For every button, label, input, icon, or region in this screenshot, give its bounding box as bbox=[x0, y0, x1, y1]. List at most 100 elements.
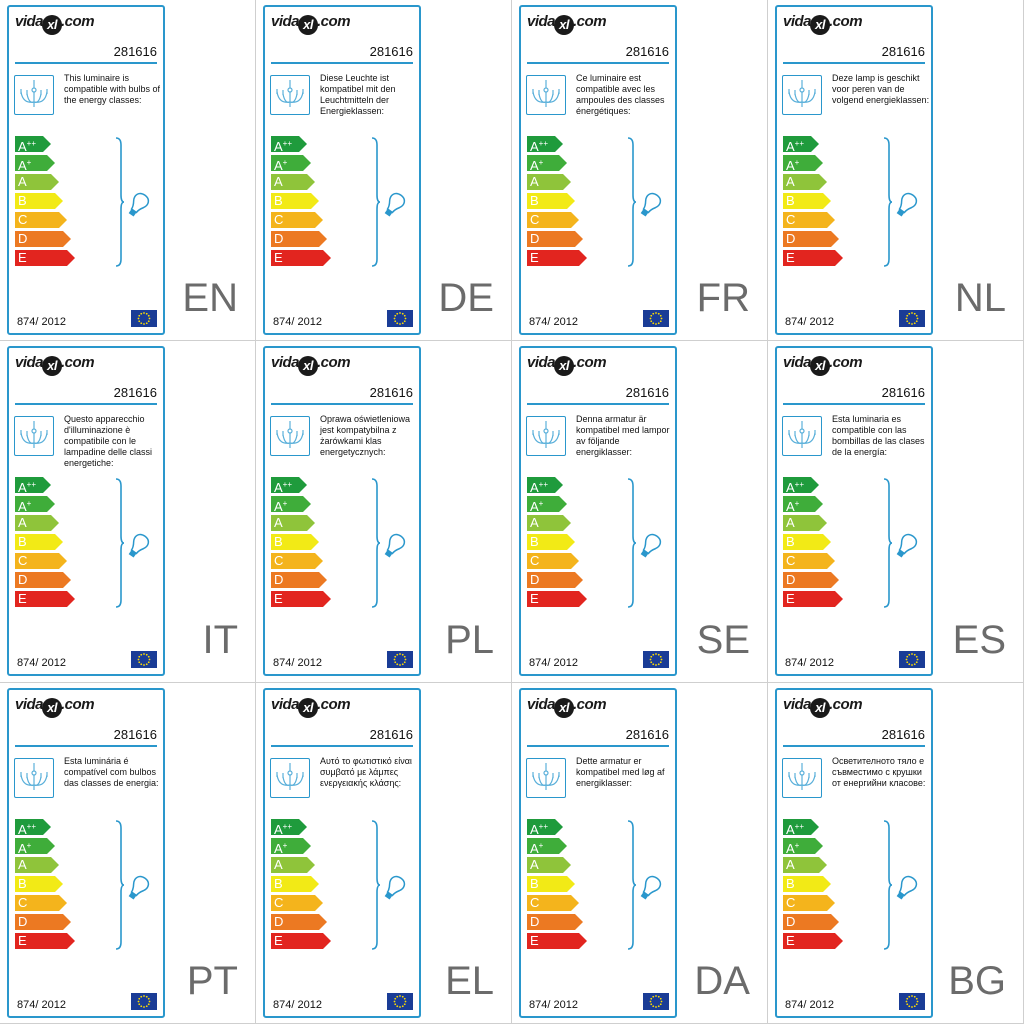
class-range-bracket bbox=[883, 478, 893, 608]
eu-flag-icon bbox=[899, 651, 925, 668]
energy-class-letter: E bbox=[274, 250, 283, 265]
chandelier-icon bbox=[14, 416, 54, 456]
energy-class-letter: A++ bbox=[274, 480, 293, 495]
label-cell-it: vida xl .com 281616 bbox=[0, 341, 256, 683]
energy-class-letter: E bbox=[530, 933, 539, 948]
energy-class-letter: D bbox=[274, 572, 284, 587]
eu-flag-icon bbox=[131, 993, 157, 1010]
language-code: PL bbox=[445, 618, 494, 662]
regulation-number: 874/ 2012 bbox=[273, 657, 322, 669]
vidaxl-logo: vida xl .com bbox=[783, 354, 863, 376]
regulation-number: 874/ 2012 bbox=[273, 316, 322, 328]
chandelier-icon bbox=[782, 416, 822, 456]
regulation-number: 874/ 2012 bbox=[529, 999, 578, 1011]
energy-class-letter: B bbox=[274, 193, 283, 208]
energy-class-letter: C bbox=[18, 212, 28, 227]
energy-class-letter: D bbox=[530, 572, 540, 587]
energy-class-letter: E bbox=[786, 933, 795, 948]
label-cell-pt: vida xl .com 281616 bbox=[0, 683, 256, 1024]
energy-class-letter: E bbox=[18, 591, 27, 606]
label-cell-en: vida xl .com 281616 bbox=[0, 0, 256, 341]
eu-flag-icon bbox=[643, 651, 669, 668]
product-code: 281616 bbox=[881, 727, 925, 742]
energy-class-letter: A+ bbox=[530, 841, 544, 856]
energy-class-letter: A++ bbox=[786, 139, 805, 154]
energy-label-card: vida xl .com 281616 bbox=[775, 346, 933, 676]
energy-class-letter: C bbox=[530, 553, 540, 568]
product-code: 281616 bbox=[881, 44, 925, 59]
energy-class-letter: B bbox=[18, 193, 27, 208]
eu-flag-icon bbox=[387, 310, 413, 327]
energy-label-card: vida xl .com 281616 bbox=[519, 346, 677, 676]
header-divider bbox=[15, 745, 157, 747]
energy-class-letter: D bbox=[274, 914, 284, 929]
bulb-icon bbox=[896, 192, 918, 217]
chandelier-icon bbox=[526, 75, 566, 115]
vidaxl-logo: vida xl .com bbox=[527, 696, 607, 718]
energy-class-letter: A+ bbox=[18, 841, 32, 856]
class-range-bracket bbox=[115, 137, 125, 267]
language-code: SE bbox=[696, 618, 750, 662]
energy-class-letter: D bbox=[530, 231, 540, 246]
class-range-bracket bbox=[627, 137, 637, 267]
vidaxl-logo: vida xl .com bbox=[527, 13, 607, 35]
energy-class-letter: E bbox=[530, 250, 539, 265]
chandelier-icon bbox=[526, 758, 566, 798]
energy-class-letter: A+ bbox=[786, 499, 800, 514]
energy-class-letter: A bbox=[274, 174, 283, 189]
energy-class-letter: A+ bbox=[18, 499, 32, 514]
energy-label-card: vida xl .com 281616 bbox=[7, 346, 165, 676]
vidaxl-logo: vida xl .com bbox=[783, 696, 863, 718]
language-code: DE bbox=[438, 276, 494, 320]
energy-label-card: vida xl .com 281616 bbox=[775, 5, 933, 335]
vidaxl-logo: vida xl .com bbox=[271, 354, 351, 376]
compatibility-text: Questo apparecchio d'illuminazione è com… bbox=[64, 414, 153, 468]
energy-class-letter: B bbox=[786, 534, 795, 549]
energy-class-letter: E bbox=[274, 933, 283, 948]
energy-class-letter: A++ bbox=[274, 139, 293, 154]
compatibility-text: Dette armatur er kompatibel med løg af e… bbox=[576, 756, 665, 788]
energy-class-letter: E bbox=[18, 933, 27, 948]
energy-class-letter: A++ bbox=[18, 480, 37, 495]
class-range-bracket bbox=[371, 137, 381, 267]
chandelier-icon bbox=[270, 416, 310, 456]
chandelier-icon bbox=[14, 75, 54, 115]
energy-class-letter: A+ bbox=[530, 158, 544, 173]
energy-class-letter: A bbox=[18, 857, 27, 872]
language-code: ES bbox=[952, 618, 1006, 662]
vidaxl-logo: vida xl .com bbox=[271, 13, 351, 35]
energy-class-letter: E bbox=[274, 591, 283, 606]
chandelier-icon bbox=[782, 758, 822, 798]
energy-class-letter: E bbox=[786, 591, 795, 606]
eu-flag-icon bbox=[643, 993, 669, 1010]
energy-class-letter: A+ bbox=[274, 841, 288, 856]
compatibility-text: Осветителното тяло е съвместимо с крушки… bbox=[832, 756, 926, 788]
vidaxl-logo: vida xl .com bbox=[783, 13, 863, 35]
label-cell-fr: vida xl .com 281616 bbox=[512, 0, 768, 341]
header-divider bbox=[783, 403, 925, 405]
label-cell-bg: vida xl .com 281616 bbox=[768, 683, 1024, 1024]
product-code: 281616 bbox=[881, 385, 925, 400]
regulation-number: 874/ 2012 bbox=[529, 657, 578, 669]
energy-label-card: vida xl .com 281616 bbox=[263, 5, 421, 335]
compatibility-text: Ce luminaire est compatible avec les amp… bbox=[576, 73, 665, 116]
energy-class-letter: B bbox=[786, 876, 795, 891]
energy-class-letter: B bbox=[18, 534, 27, 549]
header-divider bbox=[527, 403, 669, 405]
bulb-icon bbox=[896, 875, 918, 900]
product-code: 281616 bbox=[113, 727, 157, 742]
class-range-bracket bbox=[627, 820, 637, 950]
regulation-number: 874/ 2012 bbox=[17, 657, 66, 669]
class-range-bracket bbox=[627, 478, 637, 608]
energy-class-letter: E bbox=[786, 250, 795, 265]
chandelier-icon bbox=[526, 416, 566, 456]
class-range-bracket bbox=[115, 820, 125, 950]
bulb-icon bbox=[640, 533, 662, 558]
energy-class-letter: A+ bbox=[530, 499, 544, 514]
energy-class-letter: A bbox=[274, 857, 283, 872]
energy-class-letter: D bbox=[530, 914, 540, 929]
header-divider bbox=[527, 62, 669, 64]
label-cell-da: vida xl .com 281616 bbox=[512, 683, 768, 1024]
energy-class-letter: A++ bbox=[18, 139, 37, 154]
label-cell-se: vida xl .com 281616 bbox=[512, 341, 768, 683]
